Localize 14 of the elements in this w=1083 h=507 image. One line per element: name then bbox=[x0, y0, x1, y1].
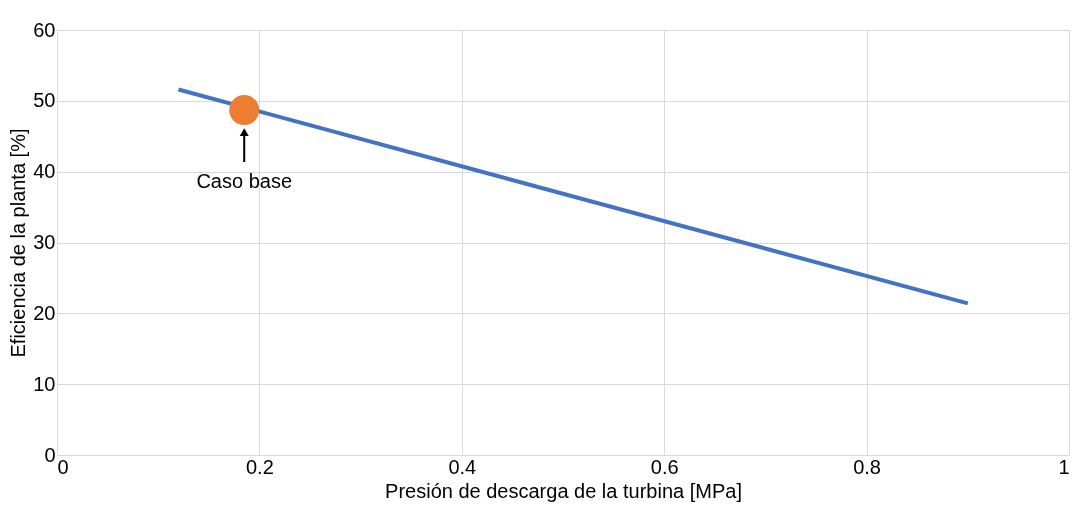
y-tick-label: 10 bbox=[33, 372, 56, 395]
x-tick-label: 0.2 bbox=[245, 455, 274, 478]
y-axis-title: Eficiencia de la planta [%] bbox=[7, 128, 30, 358]
x-axis-title: Presión de descarga de la turbina [MPa] bbox=[385, 479, 742, 502]
x-tick-label: 0.6 bbox=[650, 455, 679, 478]
x-tick-label: 0.8 bbox=[853, 455, 882, 478]
y-tick-label: 60 bbox=[33, 18, 56, 41]
y-tick-label: 50 bbox=[33, 89, 56, 112]
x-tick-label: 0.4 bbox=[448, 455, 477, 478]
y-tick-label: 40 bbox=[33, 160, 56, 183]
y-tick-label: 20 bbox=[33, 301, 56, 324]
annotation: Caso base bbox=[196, 170, 293, 193]
x-tick-label: 1 bbox=[1058, 455, 1070, 478]
y-tick-label: 30 bbox=[33, 231, 56, 253]
